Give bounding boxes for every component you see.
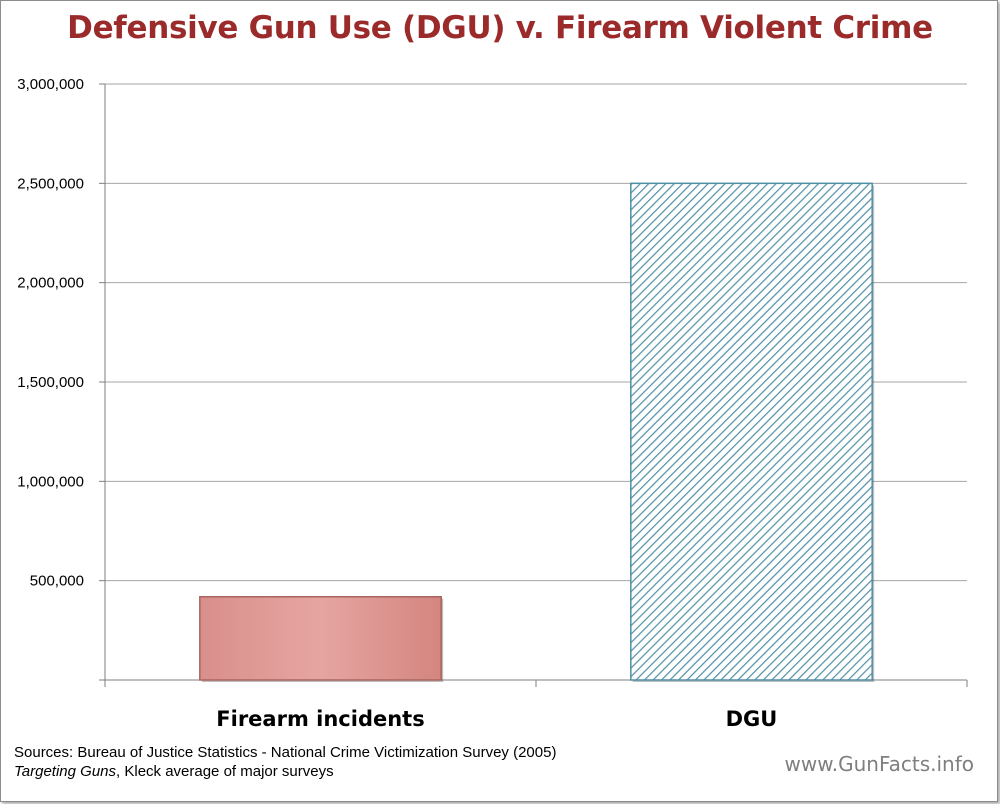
sources-note: Sources: Bureau of Justice Statistics - …	[14, 743, 556, 781]
bar-0	[199, 596, 444, 682]
sources-line-1: Sources: Bureau of Justice Statistics - …	[14, 744, 557, 761]
category-label: Firearm incidents	[216, 707, 424, 731]
y-tick-label: 1,500,000	[17, 374, 84, 391]
bar-rect	[199, 596, 442, 681]
y-tick-label: 2,000,000	[17, 275, 84, 292]
y-tick-labels: 500,000 1,000,000 1,500,000 2,000,000 2,500,…	[17, 76, 84, 590]
y-tick-label: 2,500,000	[17, 175, 84, 192]
category-label: DGU	[726, 707, 778, 731]
chart-title: Defensive Gun Use (DGU) v. Firearm Viole…	[67, 10, 933, 46]
category-labels: Firearm incidents DGU	[216, 707, 777, 731]
bar-1	[630, 182, 875, 683]
bars	[199, 182, 875, 683]
sources-line-2-rest: , Kleck average of major surveys	[116, 763, 334, 780]
y-tick-label: 3,000,000	[17, 76, 84, 93]
bar-rect	[630, 182, 873, 681]
sources-line-2: Targeting Guns, Kleck average of major s…	[14, 762, 556, 781]
y-tick-label: 1,000,000	[17, 473, 84, 490]
y-tick-label: 500,000	[30, 573, 84, 590]
website-url: www.GunFacts.info	[784, 752, 975, 776]
sources-book-title: Targeting Guns	[14, 763, 117, 780]
